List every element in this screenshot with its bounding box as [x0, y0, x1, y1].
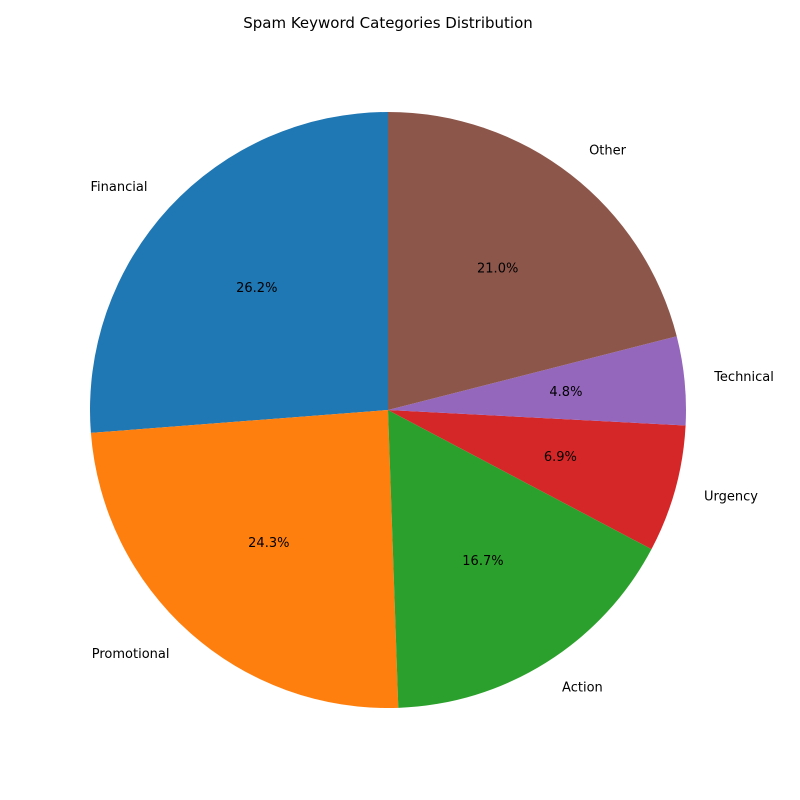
- pct-label-technical: 4.8%: [549, 385, 582, 400]
- slice-label-urgency: Urgency: [704, 490, 758, 505]
- slice-label-action: Action: [562, 680, 603, 695]
- pie-labels: 26.2% Financial 24.3% Promotional 16.7% Actio…: [91, 144, 774, 696]
- pie-slice-action: [388, 410, 652, 708]
- pct-label-other: 21.0%: [477, 261, 518, 276]
- slice-label-other: Other: [589, 144, 627, 159]
- pct-label-financial: 26.2%: [236, 281, 277, 296]
- pie-slice-technical: [388, 336, 686, 426]
- pct-label-promotional: 24.3%: [248, 536, 289, 551]
- pie-slice-other: [388, 111, 677, 410]
- pct-label-urgency: 6.9%: [544, 450, 577, 465]
- chart-title: Spam Keyword Categories Distribution: [243, 14, 533, 32]
- slice-label-promotional: Promotional: [92, 647, 170, 662]
- pie-slice-promotional: [90, 410, 399, 709]
- pie-slices: [89, 111, 686, 709]
- pie-slice-urgency: [388, 410, 686, 550]
- pie-slice-financial: [89, 112, 389, 433]
- slice-label-technical: Technical: [713, 370, 774, 385]
- slice-label-financial: Financial: [91, 180, 148, 195]
- pct-label-action: 16.7%: [462, 554, 503, 569]
